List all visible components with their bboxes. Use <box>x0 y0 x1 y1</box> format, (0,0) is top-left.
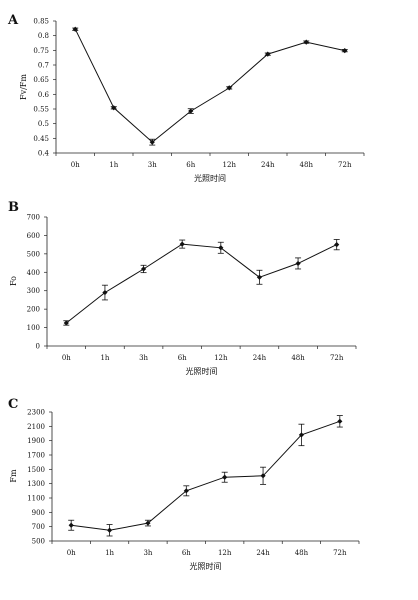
y-tick-label: 400 <box>27 269 40 277</box>
y-tick-label: 1300 <box>27 480 45 488</box>
data-point <box>260 473 266 479</box>
x-tick-label: 1h <box>100 354 109 362</box>
panel-letter: A <box>7 13 19 28</box>
x-tick-label: 24h <box>256 549 270 557</box>
x-tick-label: 12h <box>223 161 237 169</box>
y-tick-label: 0.4 <box>38 150 50 158</box>
x-tick-label: 12h <box>214 354 228 362</box>
y-tick-label: 0 <box>36 343 40 351</box>
y-axis-title: Fo <box>9 276 18 286</box>
y-tick-label: 100 <box>27 324 40 332</box>
y-tick-label: 500 <box>32 538 45 546</box>
series-line <box>74 28 345 143</box>
data-point <box>111 105 117 111</box>
data-point <box>334 242 340 248</box>
y-tick-label: 2100 <box>27 423 45 431</box>
x-tick-label: 72h <box>333 549 347 557</box>
y-tick-label: 700 <box>32 523 45 531</box>
x-tick-label: 6h <box>178 354 187 362</box>
data-point <box>265 51 271 57</box>
y-tick-label: 0.45 <box>33 135 49 143</box>
x-tick-label: 48h <box>295 549 309 557</box>
data-point <box>179 241 185 247</box>
x-tick-label: 24h <box>253 354 267 362</box>
data-point <box>256 274 263 280</box>
x-axis-title: 光照时间 <box>190 561 222 571</box>
series-line <box>71 420 340 531</box>
y-tick-label: 600 <box>27 232 40 240</box>
y-tick-label: 1500 <box>27 466 45 474</box>
data-point <box>218 245 224 251</box>
y-axis-title: Fm <box>9 469 18 483</box>
y-tick-label: 0.85 <box>33 18 49 26</box>
y-tick-label: 0.75 <box>33 47 49 55</box>
data-point <box>295 260 301 267</box>
panel-a: A 0.4 0.45 0.5 0.55 0.6 0.65 0.7 0.75 0.8 0.85 0h 1h… <box>7 13 365 183</box>
x-tick-label: 3h <box>148 161 157 169</box>
panel-b: B 0 100 200 300 400 500 600 700 0h 1h 3h 6h 12h 24h 48h… <box>8 200 357 376</box>
y-axis-title: Fv/Fm <box>19 74 28 100</box>
data-point <box>63 320 69 326</box>
data-point <box>102 289 108 296</box>
data-point <box>183 488 189 494</box>
x-tick-label: 12h <box>218 549 232 557</box>
x-tick-label: 0h <box>62 354 71 362</box>
x-tick-label: 0h <box>67 549 76 557</box>
y-tick-label: 500 <box>27 250 40 258</box>
y-tick-label: 0.8 <box>38 32 49 40</box>
data-point <box>140 266 147 272</box>
data-point <box>303 39 309 45</box>
y-tick-label: 0.55 <box>33 106 49 114</box>
y-tick-label: 0.5 <box>38 120 49 128</box>
x-tick-label: 24h <box>261 161 275 169</box>
y-tick-label: 1900 <box>27 437 45 445</box>
panel-c: C 500 700 900 1100 1300 1500 1700 1900 2100 2300 0h… <box>8 397 360 571</box>
data-point <box>188 108 194 114</box>
data-point <box>106 527 113 533</box>
data-point <box>226 85 232 91</box>
data-point <box>298 432 305 438</box>
data-point <box>149 139 155 145</box>
y-tick-label: 2300 <box>27 409 45 417</box>
y-tick-label: 300 <box>27 287 40 295</box>
data-point <box>72 26 78 32</box>
data-point <box>337 418 343 424</box>
data-point <box>145 520 151 526</box>
y-tick-label: 0.6 <box>38 91 50 99</box>
series-line <box>65 243 337 324</box>
y-tick-label: 700 <box>27 214 40 222</box>
y-tick-label: 0.7 <box>38 62 49 70</box>
x-axis-title: 光照时间 <box>186 366 218 376</box>
panel-letter: B <box>8 200 19 215</box>
x-tick-label: 72h <box>338 161 352 169</box>
x-tick-label: 6h <box>186 161 195 169</box>
x-axis-title: 光照时间 <box>194 173 226 183</box>
y-tick-label: 1700 <box>27 452 45 460</box>
data-point <box>222 474 228 480</box>
x-tick-label: 1h <box>105 549 114 557</box>
x-tick-label: 72h <box>330 354 344 362</box>
x-tick-label: 3h <box>143 549 152 557</box>
x-tick-label: 3h <box>139 354 148 362</box>
y-tick-label: 200 <box>27 306 40 314</box>
y-tick-label: 900 <box>32 509 45 517</box>
y-tick-label: 0.65 <box>33 76 49 84</box>
x-tick-label: 6h <box>182 549 191 557</box>
x-tick-label: 0h <box>71 161 80 169</box>
x-tick-label: 48h <box>300 161 314 169</box>
data-point <box>342 48 348 54</box>
x-tick-label: 48h <box>291 354 305 362</box>
data-point <box>68 522 74 528</box>
y-tick-label: 1100 <box>27 495 45 503</box>
x-tick-label: 1h <box>109 161 118 169</box>
panel-letter: C <box>8 397 18 412</box>
